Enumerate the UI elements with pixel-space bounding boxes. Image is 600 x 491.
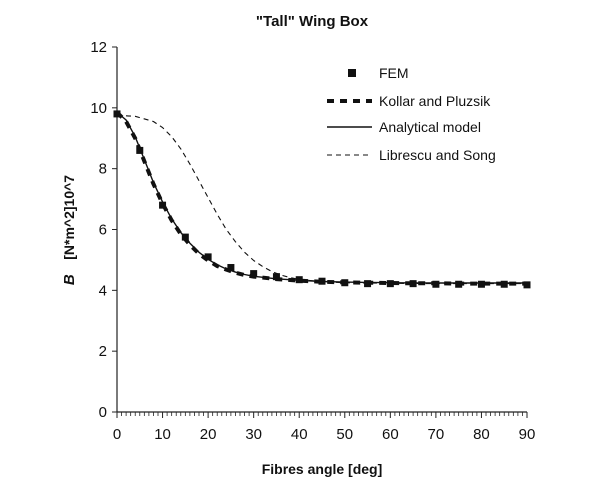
series-point-fem	[477, 280, 485, 288]
x-tick-label: 40	[291, 426, 308, 443]
x-tick-label: 50	[336, 426, 353, 443]
series-point-fem	[432, 280, 440, 288]
series-point-fem	[318, 277, 326, 285]
legend-marker-fem	[348, 69, 356, 77]
legend-label-analytical-model: Analytical model	[379, 119, 481, 135]
series-line-librescu-and-song	[116, 114, 527, 285]
series-point-fem	[272, 273, 280, 281]
x-tick-label: 10	[154, 426, 171, 443]
series-point-fem	[204, 253, 212, 261]
x-tick-label: 30	[245, 426, 262, 443]
x-tick-label: 0	[113, 426, 121, 443]
series-point-fem	[364, 280, 372, 288]
legend-label-librescu-and-song: Librescu and Song	[379, 147, 496, 163]
series-point-fem	[295, 276, 303, 284]
y-tick-label: 0	[99, 404, 107, 421]
series-point-fem	[523, 281, 531, 289]
series-point-fem	[455, 280, 463, 288]
legend-label-kollar-and-pluzsik: Kollar and Pluzsik	[379, 93, 491, 109]
series-point-fem	[113, 110, 121, 118]
series-line-analytical-model	[116, 111, 527, 284]
chart-title: "Tall" Wing Box	[256, 13, 369, 30]
series-point-fem	[159, 201, 167, 209]
y-tick-label: 12	[90, 39, 107, 56]
y-tick-label: 8	[99, 161, 107, 178]
y-axis-units: [N*m^2]10^7	[61, 175, 77, 260]
y-axis-title: B [N*m^2]10^7	[61, 175, 78, 285]
x-tick-label: 60	[382, 426, 399, 443]
series-point-fem	[136, 146, 144, 154]
series-point-fem	[250, 270, 258, 278]
y-tick-label: 6	[99, 222, 107, 239]
series-point-fem	[341, 279, 349, 287]
legend: FEM Kollar and Pluzsik Analytical model Lib…	[327, 65, 496, 163]
y-axis-symbol: B	[61, 274, 78, 285]
x-tick-label: 20	[200, 426, 217, 443]
ticks: 0 2 4 6 8 10 12 0 10 20 30 40 50 60 70 80 90	[90, 39, 535, 443]
legend-label-fem: FEM	[379, 65, 409, 81]
series-point-fem	[386, 280, 394, 288]
x-tick-label: 80	[473, 426, 490, 443]
series-line-kollar-and-pluzsik	[115, 110, 527, 286]
y-tick-label: 10	[90, 100, 107, 117]
x-tick-label: 90	[519, 426, 536, 443]
y-tick-label: 2	[99, 343, 107, 360]
svg-text:B [N*m^2]10^7: B [N*m^2]10^7	[61, 175, 78, 285]
series-point-fem	[181, 233, 189, 241]
series-point-fem	[227, 264, 235, 272]
x-axis-title: Fibres angle [deg]	[262, 461, 383, 477]
series-point-fem	[409, 280, 417, 288]
series-point-fem	[500, 280, 508, 288]
y-tick-label: 4	[99, 282, 107, 299]
series-group	[113, 110, 531, 289]
x-tick-label: 70	[428, 426, 445, 443]
